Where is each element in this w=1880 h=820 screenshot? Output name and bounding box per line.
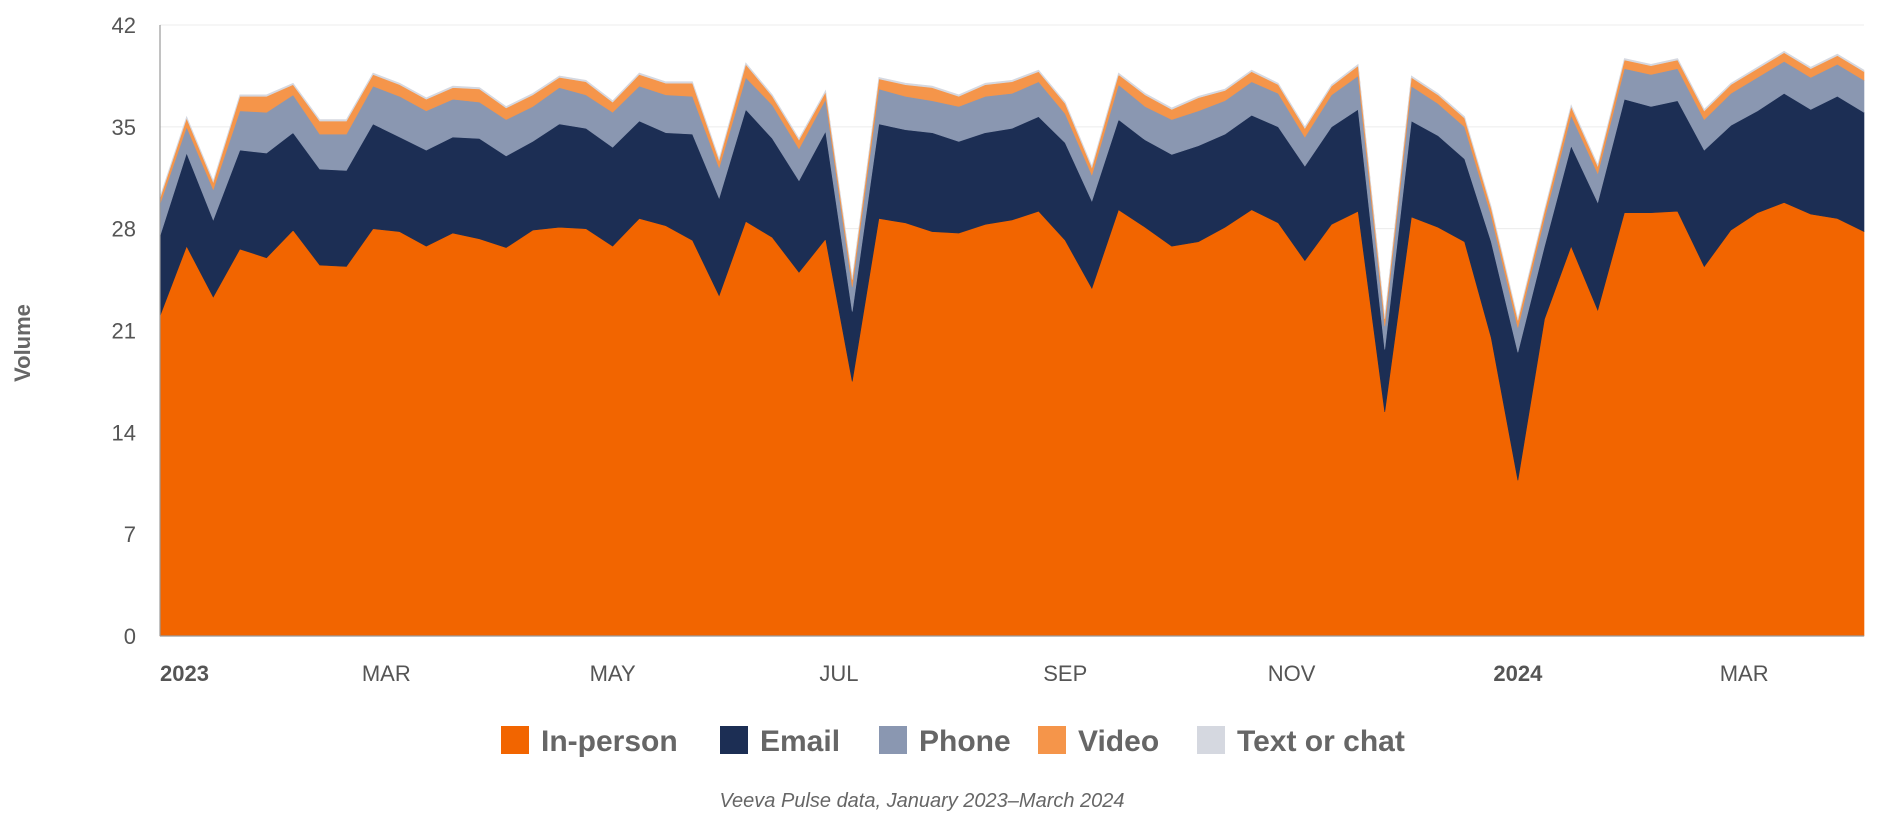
y-tick-label: 7 (124, 522, 136, 547)
x-tick-label: 2023 (160, 661, 209, 686)
legend-item-text-or-chat: Text or chat (1197, 725, 1405, 758)
x-tick-label: JUL (819, 661, 858, 686)
y-tick-label: 35 (112, 115, 136, 140)
legend: In-person Email Phone Video Text or chat (501, 725, 1405, 758)
legend-swatch (1197, 726, 1225, 754)
x-tick-labels: 2023 MAR MAY JUL SEP NOV 2024 MAR (160, 661, 1769, 686)
axes (159, 25, 1864, 637)
y-tick-label: 0 (124, 624, 136, 649)
legend-label: Email (760, 725, 840, 758)
legend-swatch (720, 726, 748, 754)
x-tick-label: SEP (1043, 661, 1087, 686)
y-tick-label: 14 (112, 420, 136, 445)
legend-item-email: Email (720, 725, 840, 758)
x-tick-label: 2024 (1493, 661, 1543, 686)
legend-label: In-person (541, 725, 678, 758)
x-tick-label: MAR (1720, 661, 1769, 686)
y-tick-label: 42 (112, 13, 136, 38)
y-tick-labels: 0 7 14 21 28 35 42 (112, 13, 136, 649)
area-text-or-chat (159, 50, 1865, 321)
legend-item-phone: Phone (879, 725, 1011, 758)
legend-swatch (879, 726, 907, 754)
legend-label: Text or chat (1237, 725, 1405, 758)
x-tick-label: MAR (362, 661, 411, 686)
x-tick-label: NOV (1268, 661, 1316, 686)
y-tick-label: 21 (112, 319, 136, 344)
chart-caption: Veeva Pulse data, January 2023–March 202… (719, 790, 1124, 812)
legend-swatch (501, 726, 529, 754)
legend-item-in-person: In-person (501, 725, 678, 758)
area-series-group (159, 50, 1865, 637)
legend-label: Video (1078, 725, 1159, 758)
legend-item-video: Video (1038, 725, 1159, 758)
y-tick-label: 28 (112, 217, 136, 242)
y-axis-label: Volume (10, 304, 35, 382)
legend-swatch (1038, 726, 1066, 754)
legend-label: Phone (919, 725, 1011, 758)
x-tick-label: MAY (590, 661, 636, 686)
